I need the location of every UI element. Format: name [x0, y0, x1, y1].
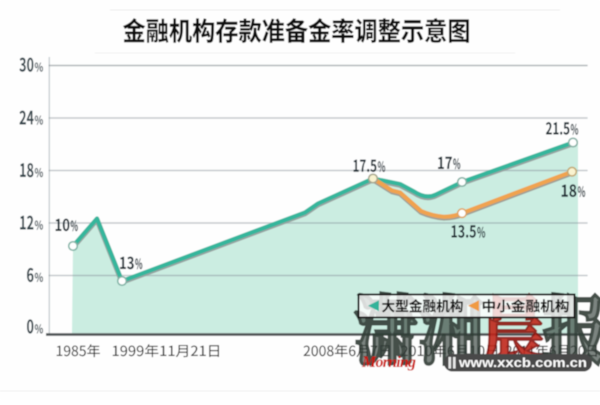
- svg-text:www.xxcb.com.cn: www.xxcb.com.cn: [458, 355, 587, 370]
- svg-text:Morning: Morning: [361, 354, 416, 371]
